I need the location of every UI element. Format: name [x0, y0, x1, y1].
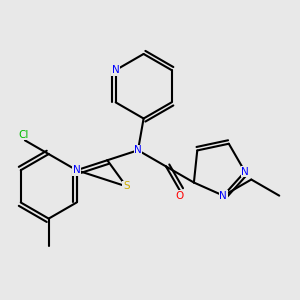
- Text: N: N: [220, 191, 227, 201]
- Text: Cl: Cl: [18, 130, 28, 140]
- Text: O: O: [176, 191, 184, 201]
- Text: N: N: [112, 65, 119, 75]
- Text: S: S: [123, 181, 130, 191]
- Text: N: N: [241, 167, 249, 177]
- Text: N: N: [134, 145, 142, 155]
- Text: N: N: [73, 165, 80, 175]
